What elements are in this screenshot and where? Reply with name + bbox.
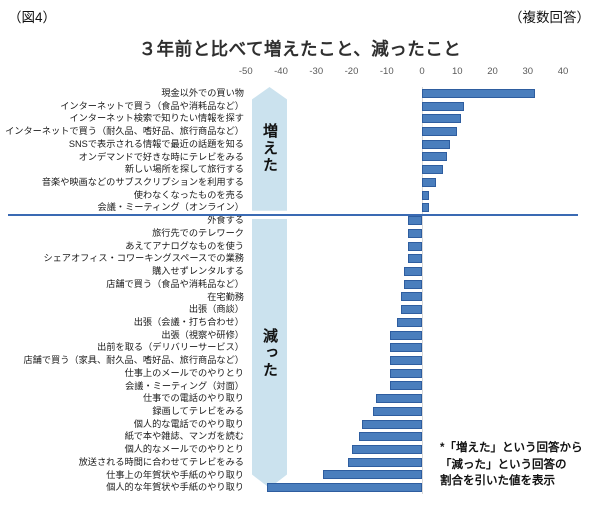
bar xyxy=(404,266,422,276)
bar xyxy=(358,432,422,442)
footnote-line-3: 割合を引いた値を表示 xyxy=(440,475,555,487)
increase-arrow-label: 増えた xyxy=(261,123,278,175)
figure-number-label: （図4） xyxy=(8,10,57,25)
category-label: 出前を取る（デリバリーサービス） xyxy=(97,342,244,353)
bar xyxy=(390,381,422,391)
category-label: 店舗で買う（家具、耐久品、嗜好品、旅行商品など） xyxy=(23,355,245,366)
category-label: オンデマンドで好きな時にテレビをみる xyxy=(78,151,244,162)
category-label: 出張（会議・打ち合わせ） xyxy=(133,316,244,327)
bar xyxy=(407,241,422,251)
category-label: インターネット検索で知りたい情報を探す xyxy=(69,113,244,124)
axis-tick-label: -20 xyxy=(344,66,359,77)
category-label: 購入せずレンタルする xyxy=(152,266,244,277)
category-label: 現金以外での買い物 xyxy=(161,88,244,98)
category-label: 在宅勤務 xyxy=(207,291,244,302)
bar xyxy=(390,343,422,353)
axis-tick-label: 0 xyxy=(419,66,425,77)
axis-tick-label: 10 xyxy=(451,66,463,77)
group-divider-line xyxy=(8,213,578,216)
bar xyxy=(400,292,422,302)
category-label: インターネットで買う（食品や消耗品など） xyxy=(60,100,244,111)
bar xyxy=(422,127,458,137)
bar xyxy=(422,190,430,200)
category-label: 出張（視察や研修） xyxy=(161,329,244,340)
category-label: 録画してテレビをみる xyxy=(152,406,244,416)
bar xyxy=(362,419,422,429)
category-label: 旅行先でのテレワーク xyxy=(152,227,244,238)
bar xyxy=(372,406,422,416)
axis-tick-label: -10 xyxy=(379,66,394,77)
category-label: SNSで表示される情報で最近の話題を知る xyxy=(68,138,244,149)
category-label: 使わなくなったものを売る xyxy=(133,189,244,200)
bar xyxy=(266,483,422,493)
footnote: *「増えた」という回答から 「減った」という回答の 割合を引いた値を表示 xyxy=(440,440,582,490)
bar xyxy=(422,114,461,124)
category-label: 音楽や映画などのサブスクリプションを利用する xyxy=(41,177,244,188)
bar xyxy=(323,470,422,480)
category-label: 個人的なメールでのやりとり xyxy=(124,444,244,455)
bar xyxy=(422,165,444,175)
footnote-line-2: 「減った」という回答の xyxy=(440,458,567,471)
bar xyxy=(351,445,422,455)
decrease-arrow-label: 減った xyxy=(261,327,278,379)
axis-tick-label: 40 xyxy=(557,66,569,77)
bar xyxy=(407,254,422,264)
axis-tick-label: -50 xyxy=(238,66,253,77)
category-label: インターネットで買う（耐久品、嗜好品、旅行商品など） xyxy=(5,126,244,137)
category-label: 個人的な電話でのやり取り xyxy=(133,418,244,429)
zero-axis-line xyxy=(421,87,423,495)
category-label: あえてアナログなものを使う xyxy=(125,240,244,251)
category-label: 放送される時間に合わせてテレビをみる xyxy=(78,456,244,467)
category-label: 会議・ミーティング（オンライン） xyxy=(97,202,244,213)
footnote-line-1: *「増えた」という回答から xyxy=(440,442,583,454)
bar xyxy=(404,279,422,289)
bar xyxy=(390,330,422,340)
bar xyxy=(422,152,447,162)
bar xyxy=(390,355,422,365)
bar xyxy=(400,305,422,315)
bar xyxy=(422,203,430,213)
axis-tick-label: -30 xyxy=(309,66,324,77)
category-label: 仕事上のメールでのやりとり xyxy=(124,367,244,378)
category-label: 仕事上の年賀状や手紙のやり取り xyxy=(106,469,244,480)
category-label: 会議・ミーティング（対面） xyxy=(125,380,244,391)
bar xyxy=(347,457,422,467)
chart-title: ３年前と比べて増えたこと、減ったこと xyxy=(138,39,462,59)
category-label: 出張（商談） xyxy=(188,304,244,315)
category-label: 新しい場所を探して旅行する xyxy=(124,164,244,175)
bar xyxy=(390,368,422,378)
increase-arrow: 増えた xyxy=(252,87,287,211)
bar xyxy=(422,177,437,187)
decrease-arrow: 減った xyxy=(252,218,287,489)
category-label: 店舗で買う（食品や消耗品など） xyxy=(106,278,244,289)
bar xyxy=(422,139,451,149)
bar xyxy=(376,394,422,404)
category-label: シェアオフィス・コワーキングスペースでの業務 xyxy=(43,253,244,264)
category-label: 個人的な年賀状や手紙のやり取り xyxy=(106,482,244,493)
axis-tick-label: -40 xyxy=(274,66,288,77)
category-label: 外食する xyxy=(207,215,244,226)
bar xyxy=(407,228,422,238)
axis-tick-label: 30 xyxy=(522,66,534,77)
category-label: 紙で本や雑誌、マンガを読む xyxy=(124,431,244,442)
bar xyxy=(422,88,535,98)
bar xyxy=(422,101,465,111)
multiple-answer-note: （複数回答） xyxy=(509,10,590,25)
axis-tick-label: 20 xyxy=(487,66,498,77)
bar xyxy=(407,216,422,226)
bar xyxy=(397,317,422,327)
category-label: 仕事での電話のやり取り xyxy=(142,393,244,404)
